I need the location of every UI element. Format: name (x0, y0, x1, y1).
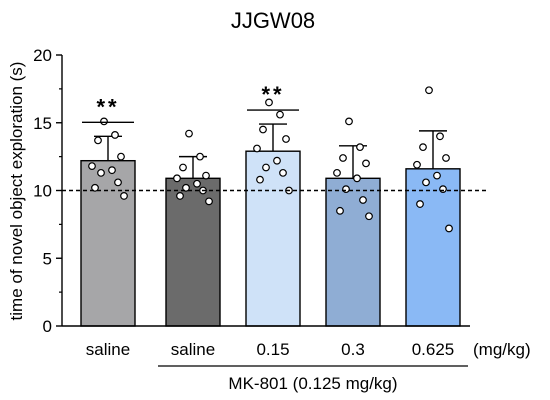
chart-title: JJGW08 (231, 8, 315, 33)
data-point-4-8 (416, 200, 424, 208)
data-point-4-9 (445, 224, 453, 233)
x-tick-label-2: 0.15 (256, 340, 289, 359)
data-point-3-5 (353, 174, 361, 183)
data-point-1-3 (202, 171, 210, 180)
data-point-1-9 (205, 197, 213, 206)
data-point-0-2 (94, 136, 102, 145)
data-point-0-1 (111, 131, 119, 139)
significance-label-0: ** (96, 94, 119, 119)
data-point-3-3 (362, 159, 370, 168)
data-point-0-3 (117, 152, 125, 161)
data-point-2-7 (279, 168, 287, 177)
data-point-3-0 (345, 117, 353, 126)
data-point-2-8 (256, 175, 264, 184)
data-point-4-7 (439, 185, 447, 194)
group-label: MK-801 (0.125 mg/kg) (228, 374, 397, 393)
bar-0 (80, 159, 136, 327)
data-point-4-4 (413, 160, 421, 169)
x-tick-label-1: saline (171, 340, 215, 359)
data-point-0-5 (108, 166, 116, 175)
data-point-0-4 (88, 162, 96, 171)
data-point-4-3 (442, 154, 450, 162)
data-point-3-9 (365, 212, 373, 221)
data-point-1-6 (182, 183, 190, 192)
bar-4 (405, 168, 461, 327)
data-point-4-1 (436, 132, 444, 141)
data-point-4-0 (425, 86, 433, 95)
y-tick-label-0: 0 (43, 317, 52, 336)
data-point-0-6 (97, 168, 105, 177)
data-point-2-2 (259, 125, 267, 134)
data-point-1-2 (179, 163, 187, 172)
data-point-2-0 (265, 98, 273, 107)
unit-label: (mg/kg) (473, 340, 531, 359)
data-point-2-5 (273, 156, 281, 165)
data-point-3-8 (336, 206, 344, 215)
y-axis-label: time of novel object exploration (s) (7, 62, 26, 321)
data-point-4-2 (419, 143, 427, 152)
data-point-2-4 (253, 144, 261, 153)
y-tick-label-4: 20 (33, 46, 52, 65)
data-point-2-1 (276, 110, 284, 119)
x-tick-label-3: 0.3 (341, 340, 365, 359)
y-tick-label-3: 15 (33, 114, 52, 133)
significance-label-2: ** (261, 82, 284, 107)
x-tick-label-0: saline (86, 340, 130, 359)
data-point-1-5 (193, 179, 201, 188)
data-point-1-8 (176, 192, 184, 200)
bar-3 (325, 177, 381, 327)
data-point-3-4 (333, 168, 341, 177)
data-point-1-4 (173, 174, 181, 183)
data-point-3-2 (339, 154, 347, 162)
data-point-3-6 (342, 185, 350, 194)
y-tick-label-2: 10 (33, 182, 52, 201)
y-tick-label-1: 5 (43, 249, 52, 268)
bars-layer: ** ** (80, 82, 461, 327)
data-point-1-1 (196, 152, 204, 161)
data-point-2-3 (282, 135, 290, 143)
data-point-0-7 (114, 178, 122, 187)
data-point-0-0 (100, 117, 108, 126)
data-point-2-6 (262, 163, 270, 172)
data-point-3-1 (356, 143, 364, 152)
data-point-4-5 (433, 171, 441, 180)
x-tick-label-4: 0.625 (412, 340, 455, 359)
data-point-3-7 (359, 196, 367, 204)
data-point-4-6 (422, 178, 430, 187)
axes-layer: saline saline 0.15 0.3 0.625 0 5 10 15 20 (33, 46, 486, 359)
data-point-0-8 (91, 183, 99, 192)
data-point-0-9 (120, 192, 128, 200)
bar-2 (245, 150, 301, 327)
data-point-1-0 (185, 129, 193, 138)
